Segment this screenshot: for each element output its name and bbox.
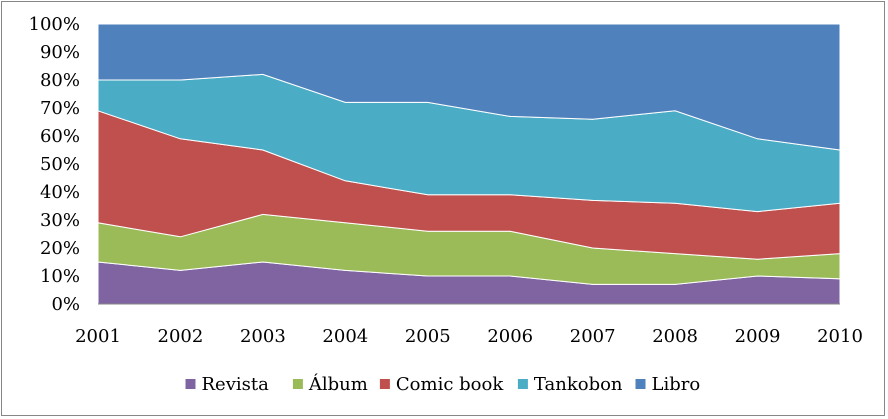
x-tick-label: 2002 xyxy=(158,326,204,347)
y-tick-label: 30% xyxy=(40,210,80,231)
y-tick-label: 40% xyxy=(40,182,80,203)
legend-swatch xyxy=(517,379,528,389)
legend-label: Revista xyxy=(202,374,270,395)
y-tick-label: 50% xyxy=(40,154,80,175)
legend-item-comic-book: Comic book xyxy=(379,374,504,395)
legend-label: Álbum xyxy=(308,372,368,395)
x-tick-label: 2008 xyxy=(652,326,698,347)
axes: 0% 10% 20% 30% 40% 50% 60% 70% 80% 90% 100% 2001 200… xyxy=(29,14,863,347)
x-tick-label: 2006 xyxy=(487,326,533,347)
legend: Revista Álbum Comic book Tankobon Libro xyxy=(185,372,701,395)
x-tick-label: 2007 xyxy=(570,326,616,347)
y-tick-label: 70% xyxy=(40,98,80,119)
y-tick-label: 10% xyxy=(40,266,80,287)
legend-item-tankobon: Tankobon xyxy=(517,374,623,395)
y-tick-label: 90% xyxy=(40,42,80,63)
legend-item-revista: Revista xyxy=(185,374,270,395)
x-tick-label: 2004 xyxy=(322,326,368,347)
legend-label: Libro xyxy=(652,374,701,395)
y-tick-label: 100% xyxy=(29,14,80,35)
x-tick-label: 2003 xyxy=(240,326,286,347)
y-tick-label: 60% xyxy=(40,126,80,147)
legend-swatch xyxy=(379,379,390,389)
plot-area xyxy=(97,23,841,305)
legend-swatch xyxy=(185,379,196,389)
x-tick-label: 2001 xyxy=(75,326,121,347)
x-tick-label: 2009 xyxy=(735,326,781,347)
area-series-libro xyxy=(97,23,841,151)
legend-item-libro: Libro xyxy=(635,374,701,395)
legend-label: Comic book xyxy=(396,374,504,395)
y-tick-label: 80% xyxy=(40,70,80,91)
legend-swatch xyxy=(292,379,303,389)
y-tick-label: 0% xyxy=(51,294,80,315)
legend-label: Tankobon xyxy=(534,374,623,395)
y-tick-label: 20% xyxy=(40,238,80,259)
x-tick-label: 2010 xyxy=(817,326,863,347)
x-tick-label: 2005 xyxy=(405,326,451,347)
legend-item--lbum: Álbum xyxy=(292,372,368,395)
legend-swatch xyxy=(635,379,646,389)
